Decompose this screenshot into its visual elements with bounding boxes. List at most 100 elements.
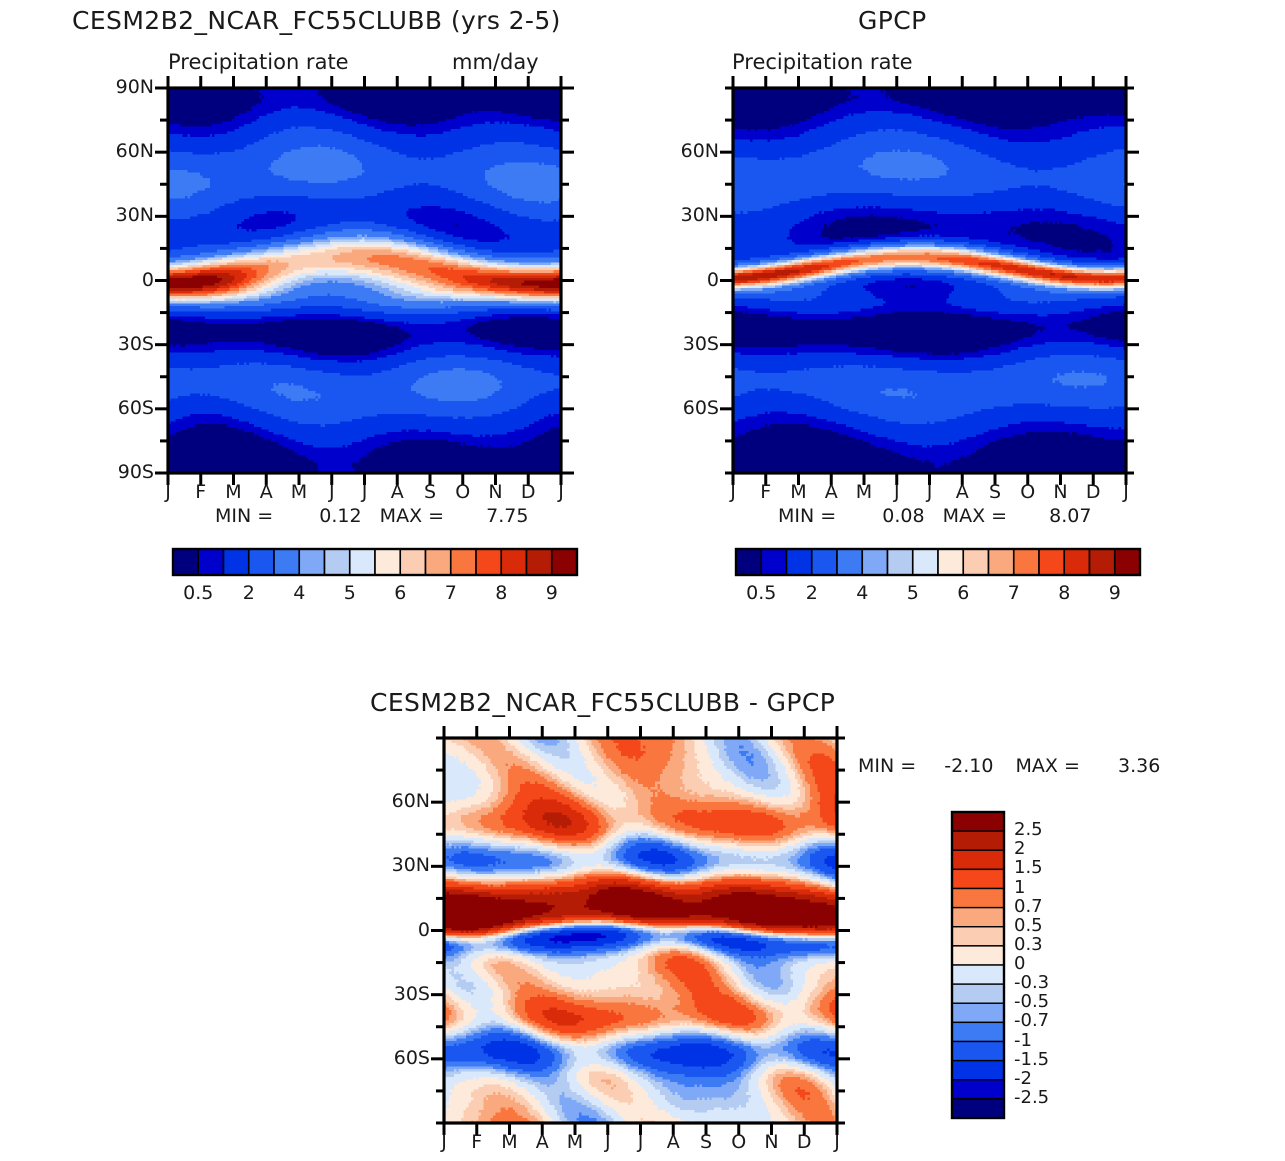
x-axis-month-label: J (361, 481, 368, 503)
obs-panel-title: GPCP (858, 6, 927, 35)
x-axis-month-label: J (730, 481, 736, 503)
x-axis-month-label: M (855, 481, 873, 503)
x-axis-month-label: S (423, 481, 437, 503)
y-axis-tick-label: 30N (115, 204, 154, 227)
x-axis-month-label: D (520, 481, 536, 503)
y-axis-tick-label: 60N (115, 140, 154, 163)
diff-min-value: -2.10 (944, 755, 994, 777)
x-axis-month-label: A (259, 481, 273, 503)
x-axis-month-label: N (1053, 481, 1068, 503)
y-axis-tick-label: 90N (115, 76, 154, 98)
colorbar-tick-label: 4 (856, 582, 869, 604)
x-axis-month-label: O (1020, 481, 1036, 503)
colorbar-tick-label: 9 (545, 582, 558, 604)
y-axis-tick-label: 30S (117, 332, 154, 355)
obs-colorbar[interactable] (728, 545, 1148, 605)
diff-minmax: MIN = -2.10 MAX = 3.36 (858, 755, 1160, 777)
obs-max-label: MAX = (942, 505, 1008, 527)
x-axis-month-label: M (290, 481, 308, 503)
x-axis-month-label: A (955, 481, 969, 503)
x-axis-month-label: M (566, 1131, 584, 1153)
model-max-label: MAX = (379, 505, 445, 527)
obs-max-value: 8.07 (1049, 505, 1092, 527)
y-axis-tick-label: 60N (391, 790, 430, 813)
colorbar-tick-label: 5 (906, 582, 919, 604)
y-axis-tick-label: 60N (680, 140, 719, 163)
colorbar-tick-label: 0.5 (1014, 914, 1043, 936)
x-axis-month-label: O (455, 481, 471, 503)
colorbar-tick-label: 2.5 (1014, 819, 1043, 841)
colorbar-tick-label: 8 (1058, 582, 1071, 604)
y-axis-tick-label: 0 (417, 918, 430, 941)
diff-max-label: MAX = (1015, 755, 1080, 777)
x-axis-month-label: J (328, 481, 335, 503)
x-axis-month-label: M (790, 481, 807, 503)
colorbar-tick-label: 4 (293, 582, 306, 604)
y-axis-tick-label: 60S (682, 396, 719, 419)
model-colorbar[interactable] (165, 545, 585, 605)
colorbar-tick-label: -0.5 (1014, 991, 1050, 1013)
x-axis-month-label: J (926, 481, 933, 503)
colorbar-tick-label: -0.7 (1014, 1010, 1050, 1032)
x-axis-month-label: M (501, 1131, 518, 1153)
x-axis-month-label: S (699, 1131, 713, 1153)
x-axis-month-label: A (535, 1131, 549, 1153)
x-axis-month-label: S (988, 481, 1002, 503)
obs-min-label: MIN = (778, 505, 837, 527)
colorbar-tick-label: 2 (805, 582, 818, 604)
y-axis-tick-label: 30S (682, 332, 719, 355)
diff-max-value: 3.36 (1118, 755, 1161, 777)
colorbar-tick-label: 0.5 (183, 582, 214, 604)
colorbar-tick-label: 0.7 (1014, 895, 1043, 917)
x-axis-month-label: J (834, 1131, 840, 1153)
colorbar-tick-label: 6 (957, 582, 970, 604)
colorbar-tick-label: 0 (1014, 953, 1026, 974)
x-axis-month-label: D (1085, 481, 1101, 503)
colorbar-tick-label: 7 (444, 582, 457, 604)
y-axis-tick-label: 30N (391, 854, 430, 877)
x-axis-month-label: J (558, 481, 564, 503)
x-axis-month-label: J (637, 1131, 644, 1153)
x-axis-month-label: M (225, 481, 242, 503)
colorbar-tick-label: 2 (1014, 838, 1026, 860)
x-axis-month-label: J (1123, 481, 1129, 503)
obs-min-value: 0.08 (882, 505, 925, 527)
y-axis-tick-label: 0 (141, 268, 154, 291)
diff-colorbar[interactable] (948, 806, 1148, 1136)
colorbar-tick-label: 1 (1014, 876, 1026, 898)
y-axis-tick-label: 30S (393, 982, 430, 1005)
colorbar-tick-label: 0.3 (1014, 933, 1043, 955)
colorbar-tick-label: -2 (1014, 1067, 1032, 1089)
colorbar-tick-label: 7 (1007, 582, 1020, 604)
y-axis-tick-label: 60S (393, 1046, 430, 1069)
model-panel-title: CESM2B2_NCAR_FC55CLUBB (yrs 2-5) (72, 6, 561, 35)
colorbar-tick-label: -1 (1014, 1029, 1032, 1051)
diff-contour-plot (431, 726, 850, 1135)
model-minmax: MIN = 0.12 MAX = 7.75 (215, 505, 528, 527)
model-units-label: mm/day (452, 50, 539, 74)
colorbar-tick-label: -0.3 (1014, 972, 1050, 994)
x-axis-month-label: D (796, 1131, 812, 1153)
x-axis-month-label: N (764, 1131, 779, 1153)
y-axis-tick-label: 30N (680, 204, 719, 227)
x-axis-month-label: A (390, 481, 404, 503)
x-axis-month-label: J (604, 1131, 611, 1153)
obs-subtitle: Precipitation rate (732, 50, 913, 74)
colorbar-tick-label: 8 (495, 582, 508, 604)
colorbar-tick-label: 0.5 (746, 582, 777, 604)
diff-panel-title: CESM2B2_NCAR_FC55CLUBB - GPCP (370, 688, 836, 717)
colorbar-tick-label: 2 (242, 582, 255, 604)
colorbar-tick-label: 6 (394, 582, 407, 604)
colorbar-tick-label: 1.5 (1014, 857, 1043, 879)
colorbar-tick-label: 5 (343, 582, 356, 604)
x-axis-month-label: J (165, 481, 171, 503)
y-axis-tick-label: 60S (117, 396, 154, 419)
model-min-label: MIN = (215, 505, 274, 527)
x-axis-month-label: A (824, 481, 838, 503)
model-contour-plot (155, 76, 574, 485)
x-axis-month-label: J (441, 1131, 447, 1153)
obs-contour-plot (720, 76, 1139, 485)
x-axis-month-label: N (488, 481, 503, 503)
model-subtitle: Precipitation rate (168, 50, 349, 74)
x-axis-month-label: J (893, 481, 900, 503)
